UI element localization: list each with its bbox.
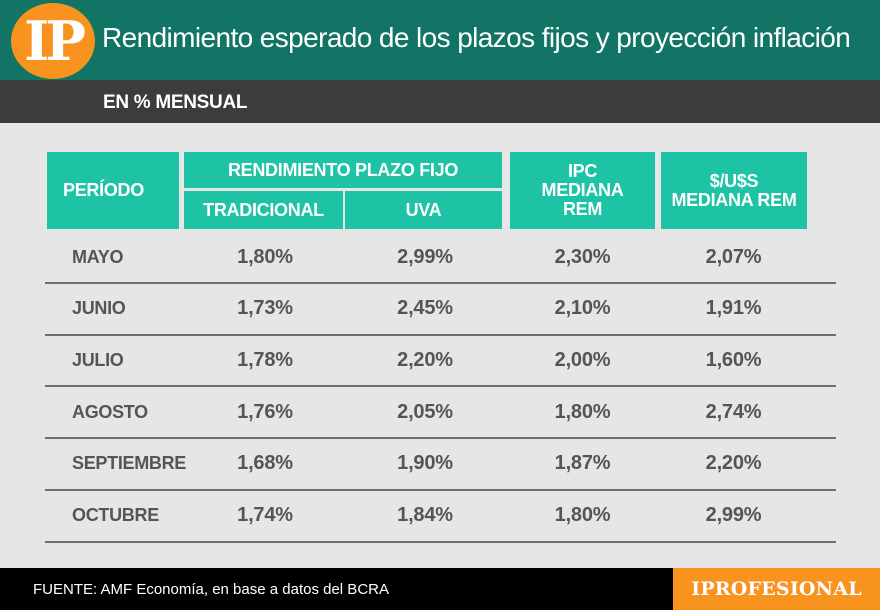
table-row: OCTUBRE 1,74% 1,84% 1,80% 2,99% <box>45 491 836 543</box>
chart-subtitle: EN % MENSUAL <box>103 92 248 113</box>
footer-bar: FUENTE: AMF Economía, en base a datos de… <box>0 568 880 610</box>
logo-text: IP <box>24 9 86 73</box>
cell-uva: 2,45% <box>397 297 453 320</box>
header-bar: IP Rendimiento esperado de los plazos fi… <box>0 0 880 80</box>
row-period-label: JUNIO <box>72 298 126 319</box>
chart-title: Rendimiento esperado de los plazos fijos… <box>102 22 851 53</box>
header-period: PERÍODO <box>47 152 179 229</box>
table-row: MAYO 1,80% 2,99% 2,30% 2,07% <box>45 232 836 284</box>
row-period-label: OCTUBRE <box>72 505 159 525</box>
row-period-label: MAYO <box>72 246 124 267</box>
cell-ipc: 1,87% <box>554 452 611 475</box>
row-period-label: JULIO <box>72 349 124 370</box>
cell-ipc: 2,30% <box>554 245 611 268</box>
cell-uva: 1,90% <box>397 452 453 475</box>
table-row: JULIO 1,78% 2,20% 2,00% 1,60% <box>45 335 836 388</box>
cell-tradicional: 1,80% <box>237 245 293 268</box>
cell-usd: 2,99% <box>705 504 762 526</box>
cell-uva: 1,84% <box>397 504 453 526</box>
cell-usd: 2,07% <box>705 245 762 268</box>
header-rendimiento-plazo-fijo: RENDIMIENTO PLAZO FIJO <box>184 152 502 188</box>
brand-logo-text: IPROFESIONAL <box>691 578 862 600</box>
cell-ipc: 1,80% <box>554 504 611 526</box>
cell-ipc: 2,00% <box>554 348 611 371</box>
cell-ipc: 1,80% <box>554 400 611 423</box>
table-row: SEPTIEMBRE 1,68% 1,90% 1,87% 2,20% <box>45 439 836 491</box>
cell-tradicional: 1,74% <box>237 504 293 526</box>
cell-usd: 2,20% <box>705 452 762 475</box>
cell-ipc: 2,10% <box>554 297 611 320</box>
brand-box: IPROFESIONAL <box>673 568 880 610</box>
subheader-bar: EN % MENSUAL <box>0 80 880 123</box>
cell-usd: 1,91% <box>705 297 762 320</box>
header-tradicional: TRADICIONAL <box>184 191 343 229</box>
cell-uva: 2,99% <box>397 245 453 268</box>
cell-uva: 2,05% <box>397 400 453 423</box>
table-row: AGOSTO 1,76% 2,05% 1,80% 2,74% <box>45 387 836 440</box>
cell-tradicional: 1,78% <box>237 348 293 371</box>
header-ipc-mediana-rem: IPC MEDIANA REM <box>510 152 655 229</box>
cell-tradicional: 1,68% <box>237 452 293 475</box>
ip-logo: IP <box>11 3 95 79</box>
cell-usd: 2,74% <box>705 400 762 423</box>
row-period-label: SEPTIEMBRE <box>72 453 187 474</box>
header-usd-mediana-rem: $/U$S MEDIANA REM <box>661 152 807 229</box>
header-uva: UVA <box>345 191 502 229</box>
source-note: FUENTE: AMF Economía, en base a datos de… <box>33 581 389 598</box>
row-period-label: AGOSTO <box>72 401 148 422</box>
cell-usd: 1,60% <box>705 348 762 371</box>
table-row: JUNIO 1,73% 2,45% 2,10% 1,91% <box>45 284 836 336</box>
cell-tradicional: 1,73% <box>237 297 293 320</box>
cell-uva: 2,20% <box>397 348 453 371</box>
cell-tradicional: 1,76% <box>237 400 293 423</box>
